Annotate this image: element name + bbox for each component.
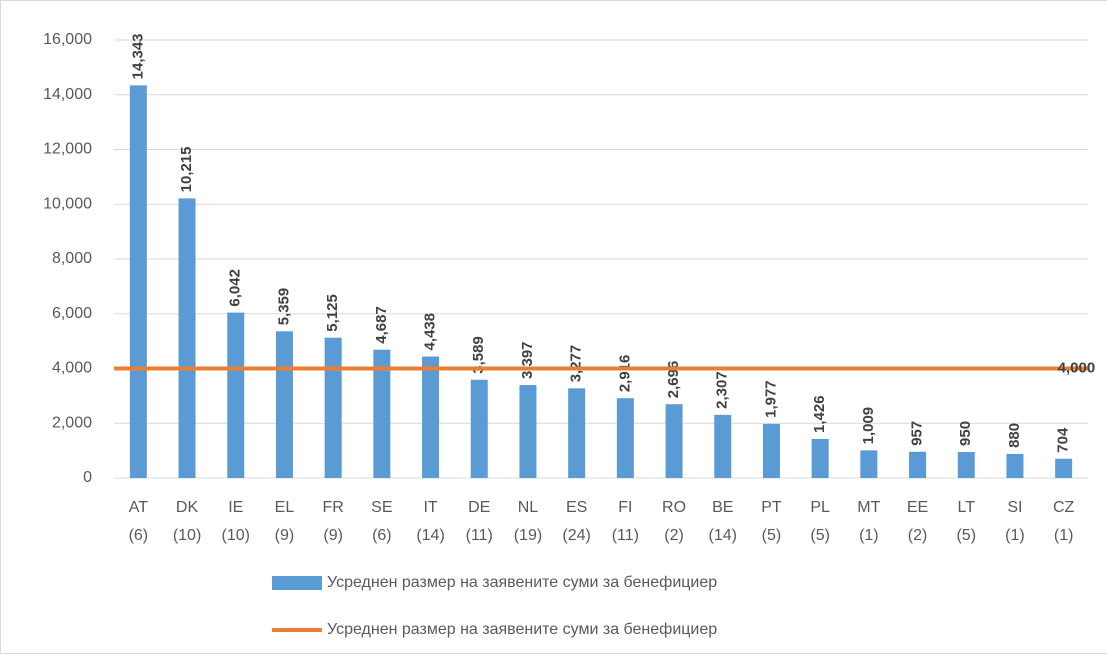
data-label: 1,977 [762, 380, 779, 418]
x-tick-label: (2) [908, 527, 928, 544]
data-label: 2,916 [616, 355, 633, 393]
data-label: 950 [957, 421, 974, 446]
legend-label: Усреднен размер на заявените суми за бен… [327, 621, 717, 638]
bar [227, 312, 245, 478]
data-label: 704 [1055, 427, 1072, 453]
x-tick-label: CZ [1053, 499, 1075, 516]
x-tick-label: (1) [859, 527, 879, 544]
y-tick-label: 6,000 [52, 305, 92, 322]
y-tick-label: 16,000 [43, 31, 92, 48]
x-tick-label: (2) [664, 527, 684, 544]
x-tick-label: (6) [372, 527, 392, 544]
bar [422, 356, 440, 478]
x-tick-label: (11) [612, 527, 639, 544]
x-tick-label: (1) [1054, 527, 1074, 544]
x-tick-label: FR [322, 499, 343, 516]
bar [324, 337, 342, 478]
x-tick-label: (1) [1005, 527, 1025, 544]
x-tick-label: (5) [956, 527, 976, 544]
x-tick-label: (6) [129, 527, 149, 544]
data-label: 1,009 [860, 407, 877, 445]
data-label: 5,125 [324, 294, 341, 332]
bar [909, 451, 927, 478]
bar [519, 385, 537, 478]
x-tick-label: IE [228, 499, 243, 516]
bar [860, 450, 878, 478]
bar [568, 388, 586, 478]
bar [373, 349, 391, 478]
y-tick-label: 0 [83, 469, 92, 486]
data-label: 3,277 [568, 345, 585, 383]
bar [1006, 453, 1024, 478]
y-tick-label: 10,000 [43, 195, 92, 212]
bar [275, 331, 293, 478]
bar [470, 379, 488, 478]
data-label: 4,438 [422, 313, 439, 351]
x-tick-label: (14) [416, 527, 444, 544]
data-label: 1,426 [811, 395, 828, 433]
data-label: 4,687 [373, 306, 390, 344]
bar [811, 438, 829, 478]
data-label: 880 [1006, 423, 1023, 448]
x-tick-label: SI [1007, 499, 1022, 516]
x-tick-label: DE [468, 499, 490, 516]
x-tick-label: (19) [514, 527, 542, 544]
x-tick-label: EL [275, 499, 295, 516]
x-tick-label: FI [618, 499, 632, 516]
bar [129, 85, 147, 478]
data-label: 4,000 [1058, 359, 1096, 376]
data-label: 6,042 [227, 269, 244, 307]
legend-swatch [272, 576, 322, 590]
x-tick-label: NL [518, 499, 539, 516]
x-tick-label: (24) [562, 527, 590, 544]
bar [616, 398, 634, 478]
x-tick-label: (10) [173, 527, 201, 544]
x-tick-label: (14) [709, 527, 737, 544]
data-label: 2,696 [665, 361, 682, 399]
x-tick-label: (9) [275, 527, 295, 544]
bar [178, 198, 196, 478]
x-tick-label: (11) [466, 527, 493, 544]
x-tick-label: EE [907, 499, 928, 516]
data-label: 3,397 [519, 341, 536, 379]
x-tick-label: (5) [762, 527, 782, 544]
y-tick-label: 4,000 [52, 360, 92, 377]
x-tick-label: DK [176, 499, 199, 516]
x-tick-label: IT [423, 499, 437, 516]
data-label: 3,589 [470, 336, 487, 374]
x-tick-label: RO [662, 499, 686, 516]
data-label: 957 [909, 421, 926, 446]
y-tick-label: 14,000 [43, 86, 92, 103]
data-label: 2,307 [714, 371, 731, 409]
x-tick-label: SE [371, 499, 392, 516]
data-label: 10,215 [178, 146, 195, 192]
bar [665, 404, 683, 478]
x-tick-label: LT [958, 499, 976, 516]
bar [762, 423, 780, 478]
x-tick-label: AT [129, 499, 148, 516]
y-tick-label: 12,000 [43, 141, 92, 158]
bar [957, 451, 975, 478]
y-tick-label: 8,000 [52, 250, 92, 267]
data-label: 14,343 [129, 33, 146, 79]
bar [1055, 458, 1073, 478]
x-tick-label: (5) [810, 527, 830, 544]
x-tick-label: BE [712, 499, 733, 516]
data-label: 5,359 [275, 288, 292, 326]
x-tick-label: ES [566, 499, 587, 516]
x-tick-label: MT [857, 499, 880, 516]
x-tick-label: (10) [222, 527, 250, 544]
x-tick-label: PL [810, 499, 830, 516]
legend-label: Усреднен размер на заявените суми за бен… [327, 574, 717, 591]
x-tick-label: (9) [323, 527, 343, 544]
y-tick-label: 2,000 [52, 414, 92, 431]
x-tick-label: PT [761, 499, 782, 516]
bar [714, 414, 732, 478]
